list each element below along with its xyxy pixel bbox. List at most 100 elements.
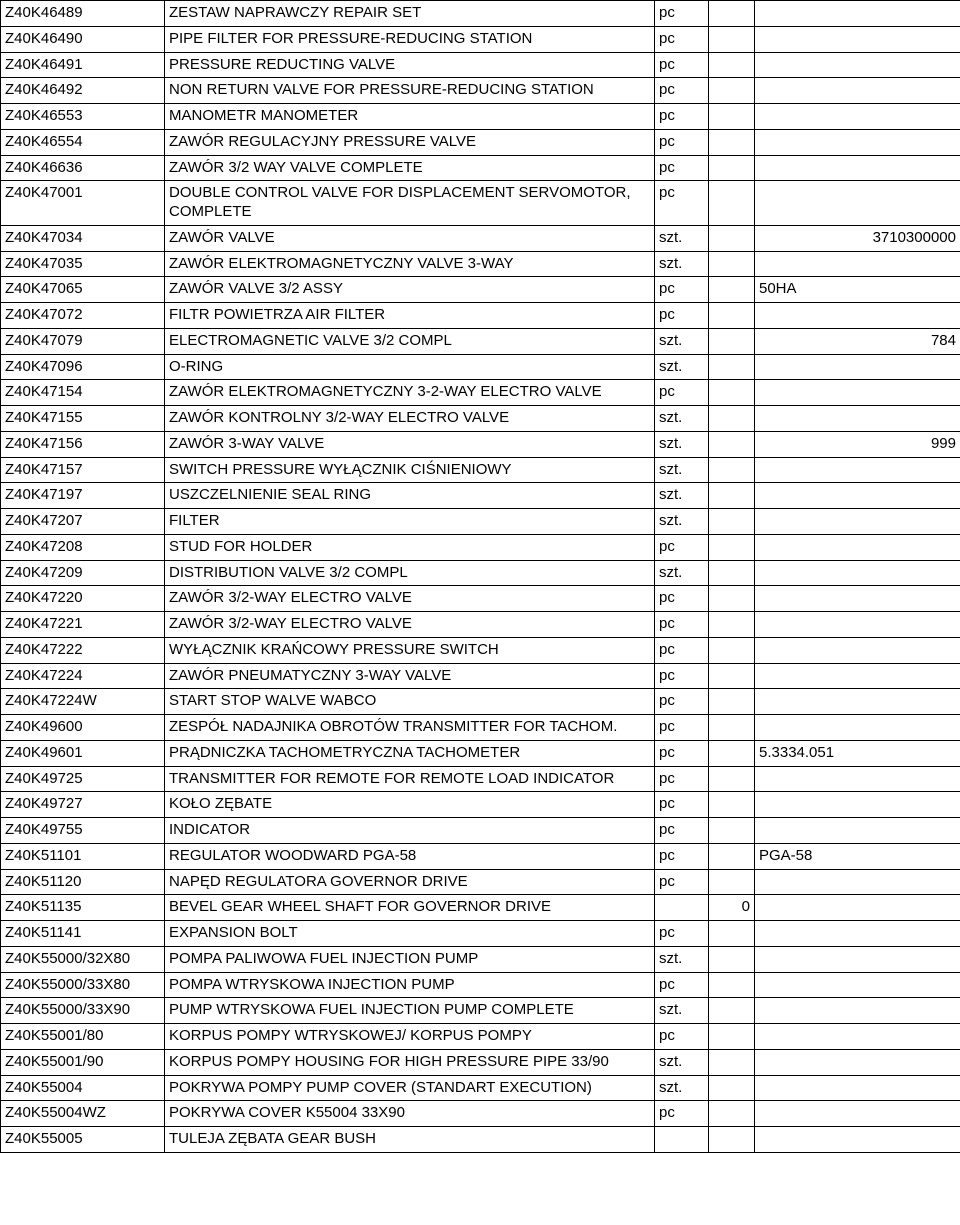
- cell-unit: pc: [655, 1101, 709, 1127]
- cell-col5: [755, 792, 960, 818]
- cell-code: Z40K47224: [1, 663, 165, 689]
- cell-col4: [709, 509, 755, 535]
- table-row: Z40K55005TULEJA ZĘBATA GEAR BUSH: [1, 1127, 960, 1153]
- cell-col4: [709, 277, 755, 303]
- cell-description: ZAWÓR ELEKTROMAGNETYCZNY VALVE 3-WAY: [165, 251, 655, 277]
- table-row: Z40K46489ZESTAW NAPRAWCZY REPAIR SETpc: [1, 1, 960, 27]
- cell-col4: [709, 354, 755, 380]
- cell-col4: [709, 78, 755, 104]
- cell-col5: PGA-58: [755, 843, 960, 869]
- table-row: Z40K55000/33X80POMPA WTRYSKOWA INJECTION…: [1, 972, 960, 998]
- cell-description: BEVEL GEAR WHEEL SHAFT FOR GOVERNOR DRIV…: [165, 895, 655, 921]
- cell-description: DOUBLE CONTROL VALVE FOR DISPLACEMENT SE…: [165, 181, 655, 226]
- cell-col4: [709, 251, 755, 277]
- cell-description: KORPUS POMPY WTRYSKOWEJ/ KORPUS POMPY: [165, 1024, 655, 1050]
- cell-description: PIPE FILTER FOR PRESSURE-REDUCING STATIO…: [165, 26, 655, 52]
- cell-description: TRANSMITTER FOR REMOTE FOR REMOTE LOAD I…: [165, 766, 655, 792]
- cell-unit: szt.: [655, 560, 709, 586]
- table-row: Z40K47209DISTRIBUTION VALVE 3/2 COMPLszt…: [1, 560, 960, 586]
- cell-code: Z40K47157: [1, 457, 165, 483]
- cell-unit: pc: [655, 380, 709, 406]
- table-row: Z40K55000/32X80POMPA PALIWOWA FUEL INJEC…: [1, 946, 960, 972]
- cell-description: NON RETURN VALVE FOR PRESSURE-REDUCING S…: [165, 78, 655, 104]
- cell-col5: 999: [755, 431, 960, 457]
- table-row: Z40K51141EXPANSION BOLTpc: [1, 921, 960, 947]
- table-row: Z40K47208STUD FOR HOLDERpc: [1, 534, 960, 560]
- cell-col4: [709, 715, 755, 741]
- cell-description: POKRYWA POMPY PUMP COVER (STANDART EXECU…: [165, 1075, 655, 1101]
- cell-col5: [755, 1024, 960, 1050]
- cell-description: USZCZELNIENIE SEAL RING: [165, 483, 655, 509]
- table-row: Z40K47220ZAWÓR 3/2-WAY ELECTRO VALVEpc: [1, 586, 960, 612]
- cell-col4: [709, 1049, 755, 1075]
- cell-code: Z40K47035: [1, 251, 165, 277]
- cell-description: ZAWÓR PNEUMATYCZNY 3-WAY VALVE: [165, 663, 655, 689]
- cell-unit: pc: [655, 104, 709, 130]
- cell-col5: [755, 483, 960, 509]
- cell-col5: [755, 998, 960, 1024]
- table-row: Z40K55004POKRYWA POMPY PUMP COVER (STAND…: [1, 1075, 960, 1101]
- cell-unit: szt.: [655, 1075, 709, 1101]
- cell-description: FILTER: [165, 509, 655, 535]
- cell-col4: [709, 1, 755, 27]
- cell-col5: [755, 715, 960, 741]
- cell-col4: [709, 328, 755, 354]
- cell-description: POMPA WTRYSKOWA INJECTION PUMP: [165, 972, 655, 998]
- cell-unit: szt.: [655, 457, 709, 483]
- cell-unit: pc: [655, 26, 709, 52]
- cell-description: ZESTAW NAPRAWCZY REPAIR SET: [165, 1, 655, 27]
- cell-code: Z40K55000/33X80: [1, 972, 165, 998]
- cell-code: Z40K47156: [1, 431, 165, 457]
- table-row: Z40K47154ZAWÓR ELEKTROMAGNETYCZNY 3-2-WA…: [1, 380, 960, 406]
- cell-code: Z40K47154: [1, 380, 165, 406]
- cell-col4: [709, 586, 755, 612]
- table-row: Z40K46491PRESSURE REDUCTING VALVEpc: [1, 52, 960, 78]
- cell-code: Z40K55005: [1, 1127, 165, 1153]
- table-row: Z40K47072FILTR POWIETRZA AIR FILTERpc: [1, 303, 960, 329]
- cell-col5: [755, 637, 960, 663]
- cell-code: Z40K51135: [1, 895, 165, 921]
- cell-col4: [709, 818, 755, 844]
- cell-col5: [755, 26, 960, 52]
- table-row: Z40K47224ZAWÓR PNEUMATYCZNY 3-WAY VALVEp…: [1, 663, 960, 689]
- table-row: Z40K47079ELECTROMAGNETIC VALVE 3/2 COMPL…: [1, 328, 960, 354]
- table-row: Z40K47096O-RINGszt.: [1, 354, 960, 380]
- cell-col4: [709, 740, 755, 766]
- cell-col5: [755, 1, 960, 27]
- cell-col4: [709, 457, 755, 483]
- cell-col4: [709, 560, 755, 586]
- table-row: Z40K51120NAPĘD REGULATORA GOVERNOR DRIVE…: [1, 869, 960, 895]
- cell-unit: szt.: [655, 483, 709, 509]
- cell-col4: [709, 766, 755, 792]
- cell-code: Z40K49755: [1, 818, 165, 844]
- parts-table: Z40K46489ZESTAW NAPRAWCZY REPAIR SETpcZ4…: [0, 0, 960, 1153]
- cell-description: ZAWÓR 3-WAY VALVE: [165, 431, 655, 457]
- cell-col5: [755, 612, 960, 638]
- cell-col4: [709, 26, 755, 52]
- cell-unit: pc: [655, 637, 709, 663]
- table-row: Z40K47065ZAWÓR VALVE 3/2 ASSYpc50HA: [1, 277, 960, 303]
- cell-col5: [755, 1075, 960, 1101]
- cell-description: ZAWÓR ELEKTROMAGNETYCZNY 3-2-WAY ELECTRO…: [165, 380, 655, 406]
- cell-col5: [755, 129, 960, 155]
- cell-code: Z40K47220: [1, 586, 165, 612]
- cell-col5: [755, 78, 960, 104]
- cell-description: ZAWÓR VALVE: [165, 225, 655, 251]
- cell-code: Z40K46489: [1, 1, 165, 27]
- cell-description: SWITCH PRESSURE WYŁĄCZNIK CIŚNIENIOWY: [165, 457, 655, 483]
- cell-description: ZAWÓR VALVE 3/2 ASSY: [165, 277, 655, 303]
- cell-unit: pc: [655, 534, 709, 560]
- cell-unit: pc: [655, 689, 709, 715]
- cell-unit: szt.: [655, 431, 709, 457]
- cell-col5: [755, 921, 960, 947]
- cell-col4: [709, 1101, 755, 1127]
- cell-col5: [755, 586, 960, 612]
- cell-unit: pc: [655, 612, 709, 638]
- cell-col5: [755, 869, 960, 895]
- cell-col4: [709, 225, 755, 251]
- table-row: Z40K47221ZAWÓR 3/2-WAY ELECTRO VALVEpc: [1, 612, 960, 638]
- cell-col4: [709, 1127, 755, 1153]
- table-row: Z40K49725TRANSMITTER FOR REMOTE FOR REMO…: [1, 766, 960, 792]
- cell-col4: [709, 104, 755, 130]
- cell-description: ZAWÓR KONTROLNY 3/2-WAY ELECTRO VALVE: [165, 406, 655, 432]
